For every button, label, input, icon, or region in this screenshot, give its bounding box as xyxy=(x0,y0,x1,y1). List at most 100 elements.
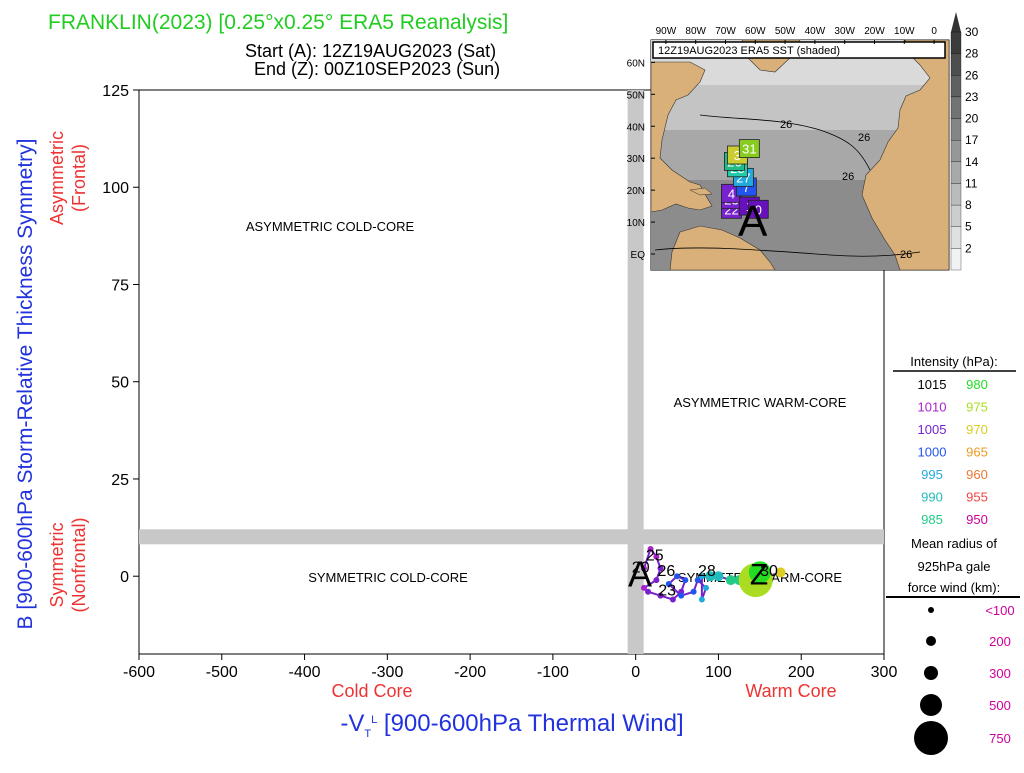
radius-label: 200 xyxy=(989,634,1011,649)
inset-lon-label: 70W xyxy=(715,26,736,37)
europe-africa-land xyxy=(861,39,950,271)
colorbar-cell xyxy=(950,96,962,119)
track-end-marker: Z xyxy=(750,558,768,591)
colorbar-label: 26 xyxy=(965,68,979,82)
radius-label: 750 xyxy=(989,731,1011,746)
legend-item: 1015 xyxy=(918,377,947,392)
legend-item: 965 xyxy=(966,445,988,460)
radius-title-3: force wind (km): xyxy=(908,580,1000,595)
inset-lon-label: 20W xyxy=(864,26,885,37)
legend-item: 975 xyxy=(966,400,988,415)
contour-label: 26 xyxy=(900,249,912,261)
colorbar-cell xyxy=(950,183,962,206)
chart-title: FRANKLIN(2023) [0.25°x0.25° ERA5 Reanaly… xyxy=(48,11,508,34)
inset-lon-label: 90W xyxy=(656,26,677,37)
radius-label: <100 xyxy=(985,603,1014,618)
x-tick-label: 200 xyxy=(788,664,815,681)
legend-item: 950 xyxy=(966,512,988,527)
contour-label: 26 xyxy=(842,171,854,183)
x-tick-label: -100 xyxy=(537,664,569,681)
legend-item: 955 xyxy=(966,490,988,505)
x-tick-label: -500 xyxy=(206,664,238,681)
axis-ticks: -600 -500 -400 -300 -200 -100 0 100 200 300025507… xyxy=(102,83,897,681)
x-tick-label: 300 xyxy=(871,664,898,681)
inset-lon-label: 0 xyxy=(931,26,937,37)
inset-lon-label: 10W xyxy=(894,26,915,37)
track-point xyxy=(647,545,654,552)
track-point xyxy=(678,592,685,599)
radius-title-2: 925hPa gale xyxy=(917,559,990,574)
legend-item: 960 xyxy=(966,467,988,482)
inset-lon-label: 60W xyxy=(745,26,766,37)
colorbar-label: 2 xyxy=(965,241,972,255)
sst-26-contour xyxy=(654,114,921,257)
start-time: Start (A): 12Z19AUG2023 (Sat) xyxy=(245,41,496,61)
track-point xyxy=(725,575,736,586)
inset-lon-label: 50W xyxy=(775,26,796,37)
vertical-zero-band xyxy=(627,90,644,654)
legend-item: 1010 xyxy=(918,400,947,415)
legend-item: 990 xyxy=(921,490,943,505)
x-tick-label: -200 xyxy=(454,664,486,681)
y-axis-label: B [900-600hPa Storm-Relative Thickness S… xyxy=(14,139,37,630)
radius-swatch xyxy=(924,666,938,680)
colorbar-cell xyxy=(950,53,962,76)
radius-title-1: Mean radius of xyxy=(911,536,997,551)
legend-item: 1000 xyxy=(918,445,947,460)
y-tick-label: 125 xyxy=(102,83,129,100)
inset-track-label: 0 xyxy=(755,202,762,217)
inset-track-label: 4 xyxy=(728,186,735,201)
inset-lat-labels: 60N 50N 40N 30N 20N 10N EQ xyxy=(627,58,655,261)
track-point xyxy=(674,573,681,580)
symmetric-label: Symmetric xyxy=(47,523,67,608)
track-date-label: 25 xyxy=(646,548,664,565)
inset-lon-label: 40W xyxy=(805,26,826,37)
colorbar-cell xyxy=(950,204,962,227)
track-point xyxy=(653,577,660,584)
colorbar-label: 17 xyxy=(965,133,979,147)
y-tick-label: 75 xyxy=(111,277,129,294)
nonfrontal-label: (Nonfrontal) xyxy=(69,517,89,612)
inset-track-label: 7 xyxy=(743,180,750,195)
inset-lat-label: 40N xyxy=(627,122,645,133)
legend-item: 1005 xyxy=(918,422,947,437)
contour-label: 26 xyxy=(858,132,870,144)
track-point xyxy=(698,573,705,580)
track-point xyxy=(640,584,647,591)
legend-item: 995 xyxy=(921,467,943,482)
track-point xyxy=(645,588,652,595)
x-tick-label: -400 xyxy=(289,664,321,681)
asymmetric-label: Asymmetric xyxy=(47,131,67,225)
colorbar-cell xyxy=(950,226,962,249)
radius-swatch xyxy=(926,636,936,646)
track-point xyxy=(705,571,716,582)
inset-track-label: 31 xyxy=(742,142,756,157)
colorbar-label: 14 xyxy=(965,155,979,169)
radius-items: <100 200 300 500 750 xyxy=(914,603,1015,755)
track-start-marker: A xyxy=(628,553,652,594)
track-point xyxy=(657,592,664,599)
track-point xyxy=(653,553,660,560)
legend-item: 970 xyxy=(966,422,988,437)
colorbar-cell xyxy=(950,31,962,54)
track-point xyxy=(665,580,672,587)
inset-track-label: 3 xyxy=(734,148,741,163)
track-point xyxy=(775,567,786,578)
radius-swatch xyxy=(920,694,942,716)
legend-item: 985 xyxy=(921,512,943,527)
contour-label: 26 xyxy=(780,119,792,131)
colorbar-label: 5 xyxy=(965,220,972,234)
quadrant-sym-cold: SYMMETRIC COLD-CORE xyxy=(308,570,468,585)
warm-core-label: Warm Core xyxy=(745,681,836,701)
x-tick-label: -300 xyxy=(371,664,403,681)
track-point xyxy=(682,577,689,584)
frontal-label: (Frontal) xyxy=(69,144,89,212)
radius-swatch xyxy=(928,607,934,613)
inset-lon-labels: 90W 80W 70W 60W 50W 40W 30W 20W 10W 0 xyxy=(656,26,937,44)
colorbar-label: 20 xyxy=(965,112,979,126)
inset-lat-label: 30N xyxy=(627,154,645,165)
inset-track: 22234107272826331 xyxy=(721,139,769,219)
colorbar-label: 30 xyxy=(965,25,979,39)
